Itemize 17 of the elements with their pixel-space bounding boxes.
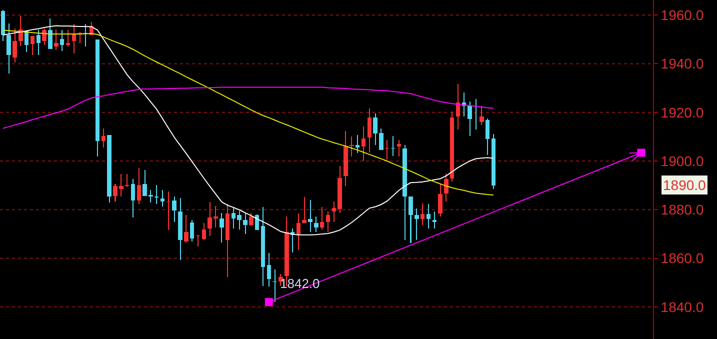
y-tick-label: 1920.0 (660, 104, 704, 120)
candlestick (196, 234, 200, 247)
candlestick (124, 174, 130, 187)
candlestick (272, 269, 277, 302)
line-series (2, 86, 494, 129)
y-tick-label: 1880.0 (660, 202, 704, 218)
y-tick-label: 1900.0 (660, 152, 704, 169)
candlestick (308, 200, 312, 232)
candlestick (384, 140, 390, 160)
y-tick-label: 1960.0 (660, 6, 704, 23)
y-tick-label: 1860.0 (660, 250, 704, 266)
y-tick-label: 1940.0 (660, 56, 704, 72)
candlestick (154, 185, 159, 204)
y-tick-label: 1840.0 (660, 298, 704, 315)
candlestick (390, 136, 396, 156)
text: 1890.0 (663, 177, 706, 193)
candlestick (166, 192, 171, 230)
